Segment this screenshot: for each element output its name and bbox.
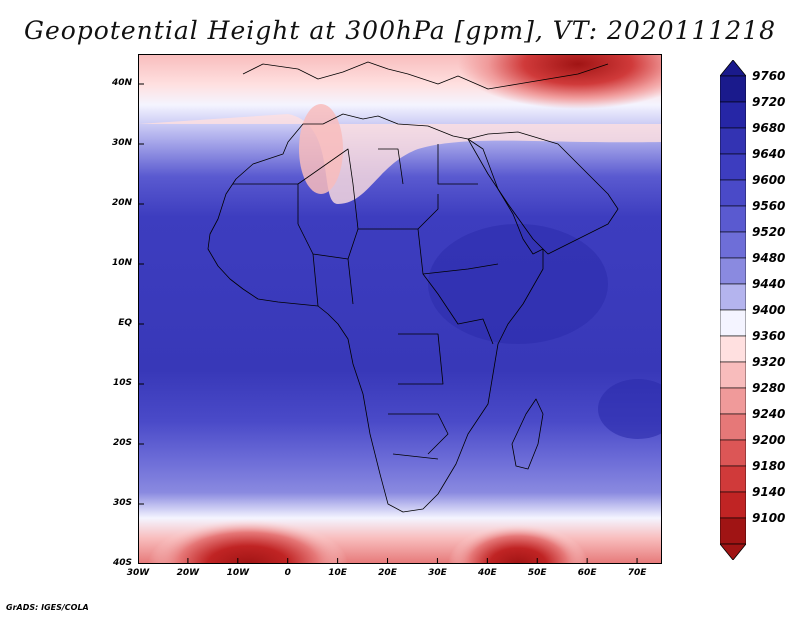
ridge-east-africa (428, 224, 608, 344)
map-frame (138, 54, 662, 564)
colorbar (720, 60, 746, 560)
colorbar-level-label: 9400 (752, 303, 786, 317)
colorbar-swatch (720, 75, 746, 103)
colorbar-top-triangle (720, 60, 746, 77)
colorbar-level-label: 9640 (752, 147, 786, 161)
colorbar-swatch (720, 439, 746, 467)
colorbar-level-label: 9600 (752, 173, 786, 187)
colorbar-level-label: 9520 (752, 225, 786, 239)
colorbar-swatch (720, 257, 746, 285)
colorbar-swatch (720, 205, 746, 233)
lat-tick-label: 10S (112, 378, 132, 388)
grads-credit: GrADS: IGES/COLA (6, 603, 89, 612)
colorbar-swatch (720, 101, 746, 129)
colorbar-level-label: 9180 (752, 459, 786, 473)
low-center-southeast (448, 524, 588, 564)
colorbar-swatch (720, 387, 746, 415)
colorbar-swatch (720, 335, 746, 363)
colorbar-level-label: 9320 (752, 355, 786, 369)
colorbar-swatch (720, 465, 746, 493)
lat-tick-label: 20N (111, 198, 132, 208)
lat-tick-label: 40S (112, 558, 132, 568)
colorbar-level-label: 9100 (752, 511, 786, 525)
low-center-southwest (148, 519, 348, 564)
trough-west-africa (299, 104, 343, 194)
colorbar-swatch (720, 231, 746, 259)
colorbar-level-label: 9440 (752, 277, 786, 291)
arabian-peninsula-coastline (467, 131, 619, 255)
lon-tick-label: 10W (226, 568, 250, 578)
ridge-indian-ocean (598, 379, 662, 439)
lon-tick-label: 20W (176, 568, 200, 578)
lat-tick-label: 10N (111, 258, 132, 268)
lon-tick-label: 30W (126, 568, 150, 578)
colorbar-level-label: 9240 (752, 407, 786, 421)
colorbar-swatch (720, 361, 746, 389)
colorbar-level-label: 9200 (752, 433, 786, 447)
low-center-northeast (458, 54, 662, 109)
europe-coastline (242, 61, 609, 90)
colorbar-swatch (720, 517, 746, 545)
subtropical-ridge-trough (138, 114, 662, 204)
madagascar-coastline (511, 398, 544, 470)
africa-coastline (207, 113, 544, 513)
colorbar-bottom-triangle (720, 543, 746, 560)
colorbar-level-label: 9360 (752, 329, 786, 343)
tick-marks (138, 83, 638, 564)
lat-tick-label: 30S (112, 498, 132, 508)
colorbar-swatch (720, 127, 746, 155)
lon-tick-label: 60E (577, 568, 597, 578)
colorbar-level-label: 9280 (752, 381, 786, 395)
colorbar-level-label: 9140 (752, 485, 786, 499)
lat-tick-label: 40N (111, 78, 132, 88)
lat-tick-label: 20S (112, 438, 132, 448)
colorbar-swatch (720, 491, 746, 519)
colorbar-swatch (720, 153, 746, 181)
lon-tick-label: 70E (627, 568, 647, 578)
lon-tick-label: 50E (527, 568, 547, 578)
lat-tick-label: EQ (118, 318, 132, 328)
colorbar-swatch (720, 283, 746, 311)
colorbar-level-label: 9680 (752, 121, 786, 135)
lon-tick-label: 10E (328, 568, 347, 578)
colorbar-level-label: 9560 (752, 199, 786, 213)
colorbar-swatch (720, 309, 746, 337)
colorbar-swatch (720, 179, 746, 207)
map-panel (138, 54, 662, 564)
chart-title: Geopotential Height at 300hPa [gpm], VT:… (23, 16, 777, 45)
lat-tick-label: 30N (111, 138, 132, 148)
colorbar-swatch (720, 413, 746, 441)
lon-tick-label: 40E (477, 568, 497, 578)
lon-tick-label: 30E (428, 568, 447, 578)
colorbar-level-label: 9480 (752, 251, 786, 265)
political-borders (233, 144, 499, 460)
lon-tick-label: 20E (378, 568, 397, 578)
colorbar-level-label: 9760 (752, 69, 786, 83)
coastlines-and-borders (207, 61, 619, 513)
colorbar-level-label: 9720 (752, 95, 786, 109)
lon-tick-label: 0 (284, 568, 291, 578)
